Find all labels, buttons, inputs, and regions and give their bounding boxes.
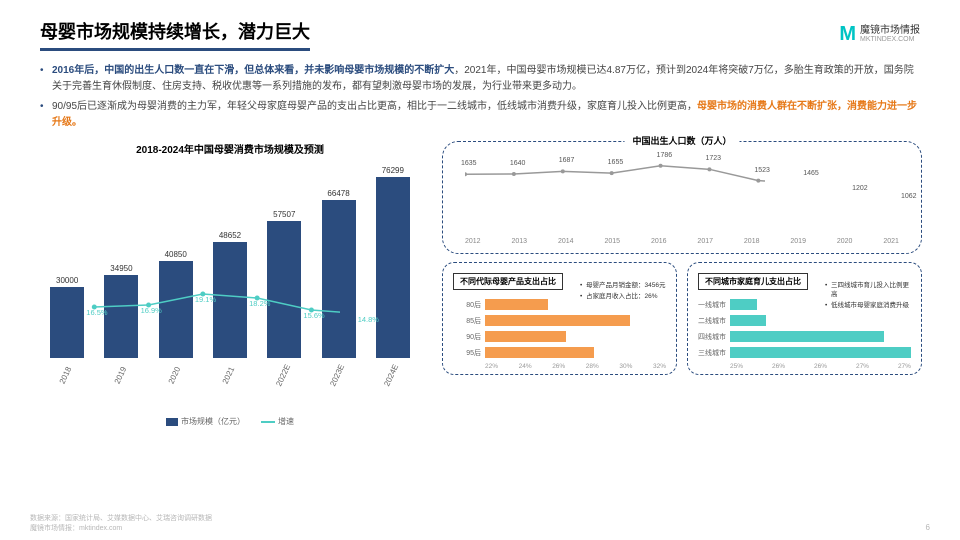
city-panel: 不同城市家庭育儿支出占比 一线城市二线城市四线城市三线城市 25%26%26%2… [687,262,922,375]
bullet-2: 90/95后已逐渐成为母婴消费的主力军，年轻父母家庭母婴产品的支出占比更高，相比… [40,99,920,131]
bar-2018: 300002018 [46,276,88,382]
page-number: 6 [926,523,930,532]
hbar-row: 85后 [453,315,666,326]
bar-chart: 300002018 349502019 408502020 486522021 5750… [30,160,430,410]
hbar-row: 90后 [453,331,666,342]
hbar-row: 四线城市 [698,331,911,342]
bar-2022E: 575072022E [263,210,305,382]
bar-2024E: 762992024E [372,166,414,382]
bar-legend: 市场规模（亿元） 增速 [30,416,430,427]
footer-source: 数据来源：国家统计局、艾媒数据中心、艾瑞咨询调研数据 魔镜市场情报：mktind… [30,514,212,534]
bar-2023E: 664782023E [318,189,360,382]
bar-2019: 349502019 [100,264,142,382]
bar-2021: 486522021 [209,231,251,382]
bullet-1: 2016年后，中国的出生人口数一直在下滑，但总体来看，并未影响母婴市场规模的不断… [40,63,920,95]
page-title: 母婴市场规模持续增长，潜力巨大 [40,18,310,51]
hbar-row: 二线城市 [698,315,911,326]
birth-panel: 中国出生人口数（万人） 1635164016871655178617231523… [442,141,922,254]
bar-2020: 408502020 [155,250,197,382]
bullet-list: 2016年后，中国的出生人口数一直在下滑，但总体来看，并未影响母婴市场规模的不断… [0,59,960,141]
hbar-row: 95后 [453,347,666,358]
bar-chart-title: 2018-2024年中国母婴消费市场规模及预测 [30,141,430,156]
logo: M 魔镜市场情报MKTINDEX.COM [839,23,920,46]
gen-panel: 不同代际母婴产品支出占比 80后85后90后95后 22%24%26%28%30… [442,262,677,375]
hbar-row: 三线城市 [698,347,911,358]
logo-icon: M [839,23,856,46]
